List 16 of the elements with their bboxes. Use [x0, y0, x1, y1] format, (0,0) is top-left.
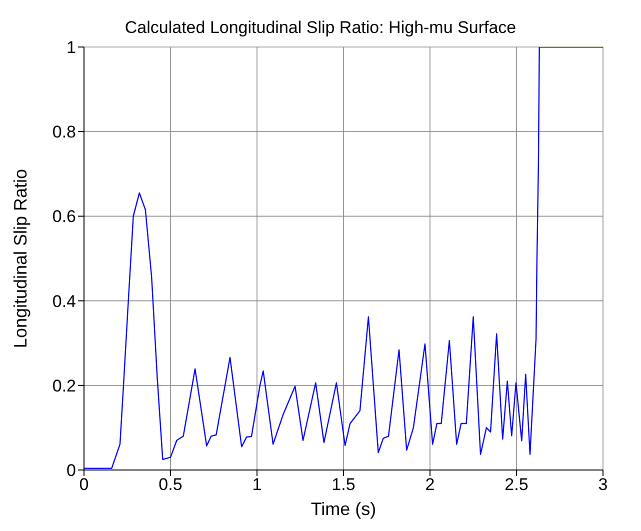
chart-title: Calculated Longitudinal Slip Ratio: High-mu Surface	[124, 18, 518, 38]
x-tick-label: 2.5	[504, 475, 528, 494]
y-tick-label: 0	[66, 461, 76, 480]
y-axis-title: Longitudinal Slip Ratio	[10, 168, 30, 348]
y-tick-label: 0.8	[52, 122, 76, 142]
x-axis-title: Time (s)	[310, 499, 376, 519]
x-tick-label: 0.5	[158, 475, 182, 494]
x-tick-label: 3	[598, 475, 608, 494]
y-tick-label: 0.2	[52, 376, 76, 396]
y-tick-label: 1	[66, 38, 76, 58]
x-tick-label: 2	[425, 475, 435, 494]
x-tick-label: 1.5	[332, 475, 356, 494]
x-tick-label: 0	[79, 475, 89, 494]
x-tick-label: 1	[252, 475, 262, 494]
y-tick-label: 0.6	[52, 207, 76, 226]
y-tick-label: 0.4	[52, 292, 76, 311]
